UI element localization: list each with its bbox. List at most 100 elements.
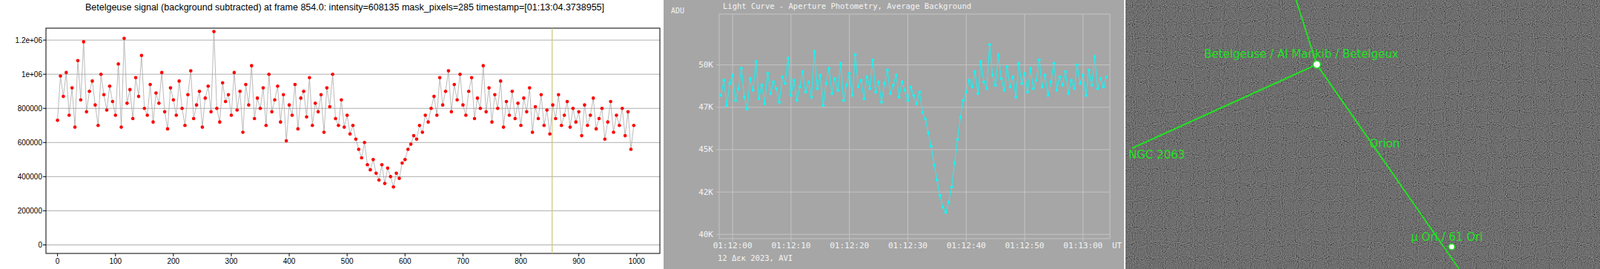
data-point: [959, 116, 962, 119]
y-tick-label: 1e+06: [21, 70, 44, 79]
data-point: [521, 96, 526, 101]
data-point: [894, 74, 898, 77]
data-point: [1006, 65, 1009, 68]
data-point: [1072, 87, 1076, 90]
tick-mark: [43, 108, 46, 109]
data-point: [626, 110, 631, 115]
data-point: [64, 71, 69, 75]
tick-mark: [172, 253, 174, 257]
tick-mark: [716, 149, 720, 150]
sky-label: Betelgeuse / Al Mankib / Betelgeux: [1204, 47, 1400, 61]
data-point: [1012, 75, 1015, 78]
data-point: [298, 96, 303, 101]
data-point: [757, 97, 760, 101]
data-point: [956, 138, 959, 141]
data-point: [327, 105, 332, 109]
data-point: [481, 63, 485, 68]
data-point: [915, 103, 918, 106]
data-point: [1081, 74, 1084, 77]
data-point: [1052, 62, 1056, 65]
data-point: [798, 86, 801, 89]
grid-line: [45, 244, 660, 246]
data-point: [860, 79, 863, 82]
data-point: [478, 106, 483, 111]
data-point: [362, 140, 367, 145]
data-point: [432, 94, 436, 99]
data-point: [498, 79, 503, 84]
data-point: [1087, 68, 1090, 72]
data-point: [991, 74, 994, 77]
data-point: [772, 80, 775, 84]
data-point: [307, 75, 312, 80]
data-point: [278, 120, 283, 124]
data-point: [985, 87, 988, 90]
data-point: [620, 106, 625, 111]
data-point: [976, 92, 979, 95]
data-point: [383, 181, 388, 186]
tick-mark: [114, 253, 116, 257]
tick-mark: [462, 253, 464, 257]
data-point: [223, 100, 228, 104]
data-point: [272, 97, 277, 102]
data-point: [157, 101, 161, 106]
data-point: [559, 123, 564, 128]
data-point: [510, 89, 515, 94]
data-point: [232, 71, 237, 75]
tick-mark: [716, 234, 720, 236]
data-point: [229, 113, 234, 118]
data-point: [1105, 75, 1108, 78]
data-point: [816, 87, 819, 90]
data-point: [536, 117, 541, 121]
y-tick-label: 0: [37, 240, 43, 250]
data-point: [61, 94, 66, 99]
data-point: [736, 87, 740, 90]
data-point: [611, 130, 616, 135]
data-point: [116, 62, 121, 66]
data-point: [140, 54, 144, 58]
data-point: [1009, 86, 1012, 89]
data-point: [415, 137, 419, 141]
data-point: [73, 125, 78, 130]
data-point: [200, 125, 205, 130]
x-tick-label: 01:12:00: [713, 240, 753, 251]
data-point: [148, 83, 152, 87]
data-point: [189, 68, 193, 73]
grid-line: [719, 64, 1110, 66]
tick-mark: [43, 40, 46, 41]
data-point: [301, 89, 306, 94]
data-point: [845, 83, 848, 87]
data-point: [235, 108, 239, 112]
data-point: [863, 97, 866, 101]
data-point: [739, 67, 743, 70]
data-point: [629, 147, 634, 152]
data-point: [1090, 83, 1093, 87]
data-point: [982, 80, 985, 84]
data-point: [67, 113, 72, 118]
data-point: [441, 103, 445, 107]
data-point: [429, 106, 433, 111]
grid-line: [719, 106, 1110, 108]
chart-panel: 40K42K45K47K50K01:12:0001:12:1001:12:200…: [663, 0, 1125, 269]
data-group: [55, 28, 636, 254]
y-tick-label: 42K: [698, 187, 714, 198]
data-point: [246, 103, 251, 107]
data-point: [197, 89, 202, 94]
panel-background: [0, 0, 663, 269]
data-point: [166, 127, 170, 132]
data-point: [304, 114, 309, 119]
data-point: [131, 117, 135, 121]
frame-cursor: [551, 28, 553, 254]
data-point: [997, 53, 1000, 56]
data-point: [539, 93, 544, 98]
data-point: [742, 95, 746, 98]
data-point: [921, 111, 924, 114]
x-tick-label: 400: [283, 257, 296, 266]
data-point: [447, 68, 451, 73]
x-tick-label: 01:12:20: [829, 240, 869, 251]
data-point: [226, 93, 231, 98]
data-point: [527, 86, 532, 90]
data-point: [119, 125, 124, 130]
data-point: [261, 86, 266, 90]
data-point: [900, 80, 904, 84]
data-point: [953, 162, 956, 165]
